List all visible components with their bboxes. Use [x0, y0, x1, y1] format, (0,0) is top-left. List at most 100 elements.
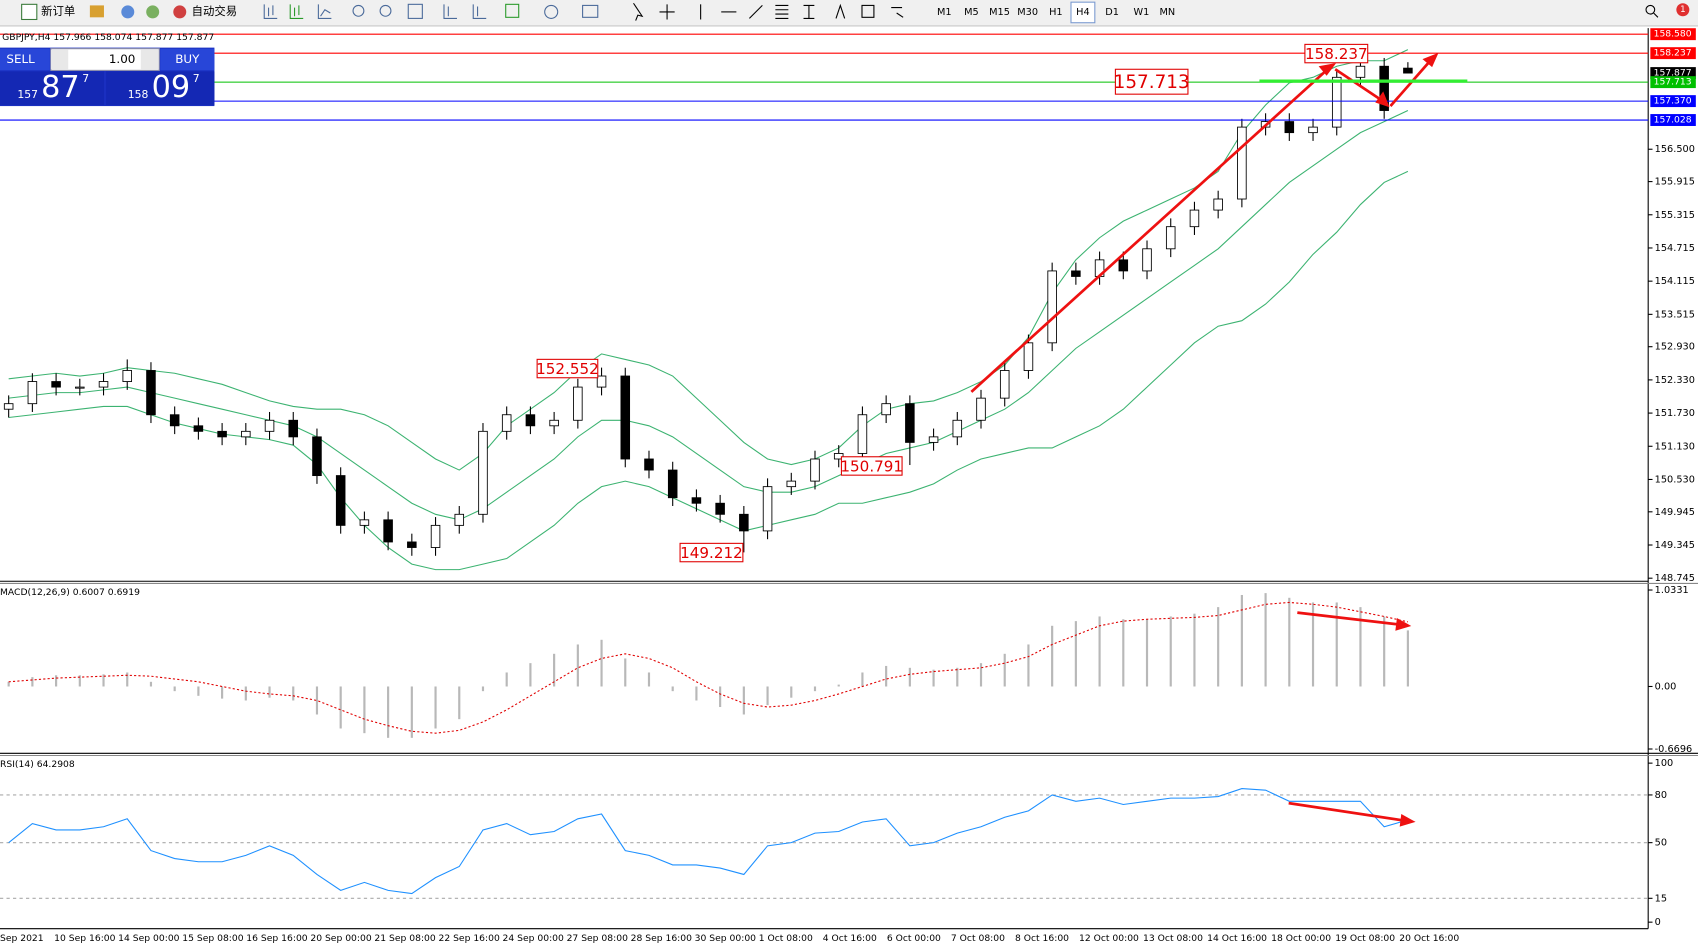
label-icon[interactable] — [861, 4, 875, 18]
macd-value: 0.6007 — [73, 587, 105, 598]
candle-body — [407, 541, 417, 548]
y-tick-label: 50 — [1655, 838, 1667, 849]
candle-body — [691, 497, 702, 504]
price-annotation: 157.713 — [1114, 72, 1190, 93]
macd-name: MACD(12,26,9) — [0, 587, 70, 598]
macd-bar — [505, 672, 508, 687]
lots-value[interactable]: 1.00 — [109, 52, 135, 66]
icon[interactable] — [544, 4, 559, 19]
x-tick-label: 1 Oct 08:00 — [759, 933, 813, 944]
icon[interactable] — [505, 3, 520, 18]
y-tick-label: 80 — [1655, 790, 1667, 801]
timeframe-button[interactable]: H4 — [1076, 7, 1090, 18]
x-tick-label: 16 Sep 16:00 — [246, 933, 307, 944]
timeframe-button[interactable]: MN — [1160, 7, 1176, 18]
timeframe-button[interactable]: M5 — [964, 7, 979, 18]
icon[interactable] — [289, 4, 304, 19]
macd-bar — [885, 665, 888, 687]
timeframe-button[interactable]: D1 — [1105, 7, 1119, 18]
buy-button[interactable] — [160, 48, 215, 71]
trade-panel: SELL 1.00 BUY 157 87 7 158 09 7 — [0, 47, 215, 107]
macd-bar — [78, 675, 81, 687]
fibo-icon[interactable] — [803, 4, 815, 19]
bid-box[interactable] — [0, 71, 104, 105]
macd-bar — [1359, 607, 1362, 687]
x-tick-label: 13 Oct 08:00 — [1143, 933, 1203, 944]
macd-bar — [458, 686, 461, 720]
price-level-label: 157.028 — [1654, 115, 1692, 126]
search-icon[interactable] — [1653, 12, 1659, 18]
x-tick-label: 27 Sep 08:00 — [567, 933, 628, 944]
text-icon[interactable] — [835, 3, 846, 19]
icon[interactable] — [472, 4, 487, 19]
candle-body — [881, 403, 891, 416]
price-annotation-box — [536, 358, 599, 379]
icon[interactable] — [121, 5, 135, 19]
channel-icon[interactable] — [775, 4, 789, 19]
sell-label[interactable]: SELL — [6, 52, 35, 66]
y-tick-label: 148.745 — [1655, 573, 1695, 584]
main-chart: 156.500 155.915 155.315 154.715 154.115 153.5… — [0, 28, 1696, 584]
macd-bar — [315, 686, 319, 715]
candle-body — [217, 430, 227, 438]
x-tick-label: 14 Sep 00:00 — [118, 933, 179, 944]
x-tick-label: 21 Sep 08:00 — [374, 933, 435, 944]
y-tick-label: -0.6696 — [1655, 744, 1693, 755]
timeframe-button[interactable]: M1 — [937, 7, 952, 18]
candle-body — [146, 370, 156, 416]
spin-down[interactable] — [50, 49, 69, 70]
rsi-arrow — [1288, 801, 1404, 822]
price-level-box — [1650, 114, 1696, 126]
y-tick-label: 15 — [1655, 893, 1667, 904]
trendline-icon[interactable] — [748, 5, 763, 19]
macd-bar — [55, 675, 58, 687]
timeframe-button[interactable]: M15 — [989, 7, 1010, 18]
cursor-icon[interactable] — [633, 2, 644, 21]
icon[interactable] — [146, 5, 160, 19]
macd-bar — [1311, 602, 1315, 687]
sell-button[interactable] — [0, 48, 50, 71]
rsi-value: 64.2908 — [37, 759, 75, 770]
y-tick-label: 0.00 — [1655, 681, 1677, 692]
timeframe-button[interactable]: H1 — [1049, 7, 1063, 18]
candle-body — [51, 381, 61, 388]
y-tick-label: 1.0331 — [1655, 585, 1689, 596]
bollinger-upper — [8, 49, 1409, 471]
candle-body — [786, 480, 797, 488]
price-level-box — [1650, 47, 1696, 60]
search-icon[interactable] — [1645, 4, 1656, 15]
timeframe-button[interactable]: W1 — [1133, 7, 1149, 18]
y-tick-label: 154.715 — [1655, 243, 1695, 254]
icon[interactable] — [443, 4, 457, 19]
macd-bar — [790, 686, 793, 698]
timeframe-button[interactable]: M30 — [1017, 7, 1038, 18]
candle-body — [620, 375, 631, 460]
icon[interactable] — [407, 3, 423, 19]
notification-badge[interactable] — [1676, 3, 1690, 17]
price-level-label: 157.877 — [1654, 68, 1692, 79]
candle-body — [478, 430, 488, 515]
buy-label[interactable]: BUY — [175, 52, 200, 66]
active-timeframe[interactable] — [1070, 1, 1096, 24]
crosshair-icon[interactable] — [659, 4, 675, 20]
auto-trading-icon[interactable] — [173, 5, 187, 19]
ask-box[interactable] — [106, 71, 215, 105]
icon[interactable] — [582, 4, 599, 18]
candle-body — [999, 370, 1010, 399]
icon[interactable] — [89, 5, 104, 18]
icon[interactable] — [317, 4, 332, 19]
y-tick-label: 100 — [1655, 758, 1674, 769]
auto-trading-button[interactable]: 自动交易 — [192, 4, 237, 18]
icon[interactable] — [263, 4, 278, 19]
macd-bar — [149, 681, 153, 687]
spin-up[interactable] — [140, 49, 159, 70]
candle-body — [501, 414, 512, 432]
icon[interactable] — [352, 4, 365, 17]
new-order-button[interactable]: 新订单 — [41, 4, 75, 18]
macd-bar — [434, 686, 437, 729]
new-order-icon[interactable] — [21, 3, 38, 21]
icon[interactable] — [379, 4, 392, 17]
candle-body — [169, 414, 180, 427]
arrow-icon[interactable] — [891, 7, 904, 18]
